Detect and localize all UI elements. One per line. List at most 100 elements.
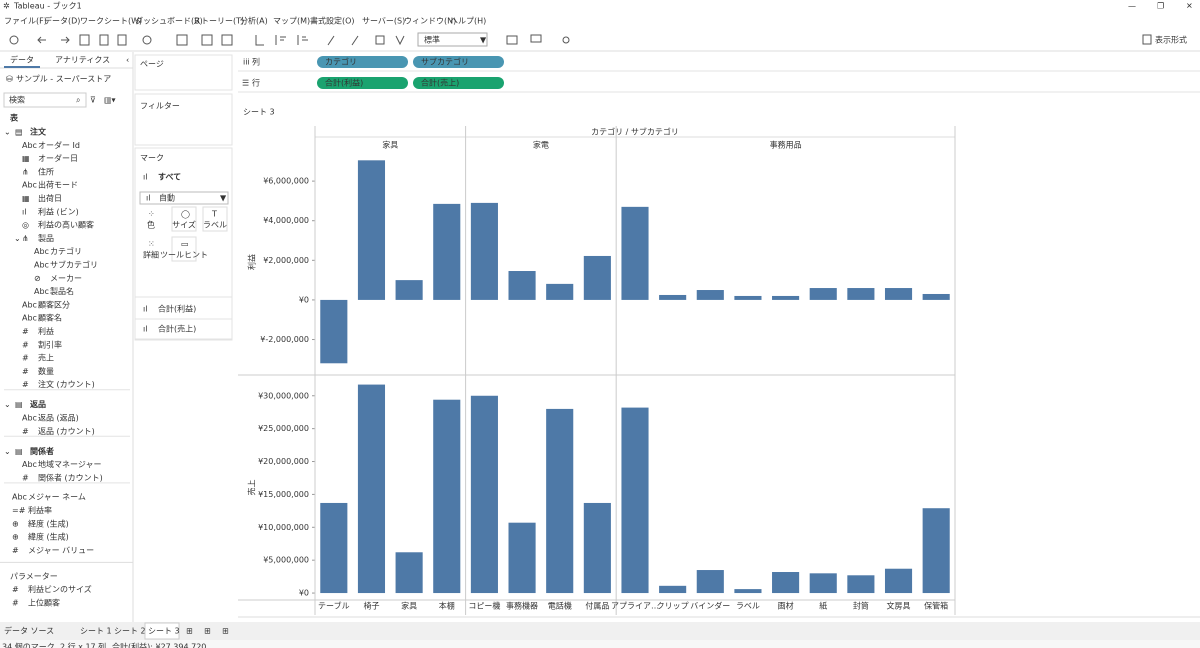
field[interactable]: 住所 <box>38 166 54 176</box>
field[interactable]: 顧客名 <box>38 313 62 323</box>
field[interactable]: 注文 (カウント) <box>38 379 95 389</box>
field[interactable]: 返品 (返品) <box>38 414 79 423</box>
marks-all[interactable]: すべて <box>158 173 181 182</box>
datasource-name[interactable]: サンプル - スーパーストア <box>16 75 111 84</box>
swap-button[interactable] <box>255 35 264 46</box>
search-box[interactable] <box>3 92 87 108</box>
marks-measure[interactable]: 合計(売上) <box>158 324 196 334</box>
restore-button[interactable]: ❐ <box>1157 2 1164 11</box>
field[interactable]: 上位顧客 <box>28 598 60 608</box>
field[interactable]: オーダー日 <box>38 153 78 163</box>
view-icon[interactable]: ▥▾ <box>104 96 116 105</box>
menu-item[interactable]: マップ(M) <box>273 17 310 26</box>
menu-item[interactable]: ワークシート(W) <box>80 17 142 26</box>
menu-item[interactable]: 書式設定(O) <box>310 16 355 26</box>
all-icon: ıl <box>143 173 147 182</box>
field[interactable]: メジャー ネーム <box>28 493 86 502</box>
field[interactable]: 地域マネージャー <box>38 459 101 469</box>
filters-shelf[interactable] <box>134 93 233 146</box>
sheet-tab[interactable]: シート 3 <box>148 627 180 636</box>
field[interactable]: 返品 (カウント) <box>38 427 95 436</box>
dropdown-arrow: ▼ <box>220 194 227 203</box>
field[interactable]: 出荷モード <box>38 180 78 190</box>
share-button[interactable] <box>562 36 570 44</box>
field[interactable]: 割引率 <box>38 339 62 349</box>
duplicate-button[interactable] <box>201 34 213 46</box>
menu-item[interactable]: ヘルプ(H) <box>450 17 486 26</box>
marks-button[interactable] <box>171 236 197 262</box>
field[interactable]: メーカー <box>50 274 82 283</box>
mark-type-select[interactable] <box>139 191 229 205</box>
field[interactable]: 経度 (生成) <box>28 518 69 528</box>
labels-button[interactable] <box>375 35 385 45</box>
field[interactable]: 数量 <box>38 366 54 376</box>
field[interactable]: 出荷日 <box>38 193 62 203</box>
row-pill[interactable] <box>317 77 408 89</box>
marks-button[interactable] <box>139 207 163 231</box>
menu-item[interactable]: ストーリー(T) <box>193 17 244 26</box>
field[interactable]: 利益ビンのサイズ <box>28 584 92 594</box>
field[interactable]: 緯度 (生成) <box>28 532 69 542</box>
show-me-button[interactable]: 表示形式 <box>1155 35 1187 45</box>
group-button[interactable] <box>351 35 359 46</box>
style-select[interactable] <box>417 32 488 47</box>
column-pill[interactable] <box>413 56 504 68</box>
redo-button[interactable] <box>61 36 70 44</box>
fit-button[interactable] <box>506 35 518 45</box>
row-pill[interactable] <box>413 77 504 89</box>
tableau-logo-button[interactable] <box>9 35 19 45</box>
field[interactable]: 利益の高い顧客 <box>38 220 94 230</box>
sort-asc-button[interactable] <box>275 35 286 45</box>
marks-button[interactable] <box>139 237 163 261</box>
new-datasource-button[interactable] <box>99 34 109 46</box>
y-axis-title: 売上 <box>247 480 257 496</box>
sort-desc-button[interactable] <box>297 35 308 45</box>
new-sheet-button[interactable] <box>176 34 188 46</box>
table-name[interactable]: 関係者 <box>30 446 54 456</box>
field[interactable]: 売上 <box>38 353 54 363</box>
field[interactable]: カテゴリ <box>50 246 82 256</box>
menu-item[interactable]: ダッシュボード(B) <box>135 16 203 26</box>
field-icon: Abc <box>34 287 49 296</box>
sheet-tab[interactable]: データ ソース <box>4 626 54 636</box>
highlight-button[interactable] <box>327 35 335 46</box>
menu-item[interactable]: ファイル(F) <box>4 17 47 26</box>
field[interactable]: 利益率 <box>28 505 52 515</box>
minimize-button[interactable]: — <box>1128 2 1136 11</box>
table-name[interactable]: 注文 <box>30 127 47 137</box>
measure-icon: ıl <box>143 325 147 334</box>
field[interactable]: 利益 (ビン) <box>38 206 79 216</box>
marks-measure[interactable]: 合計(利益) <box>158 304 196 314</box>
clear-button[interactable] <box>221 34 233 46</box>
field[interactable]: メジャー バリュー <box>28 546 94 555</box>
marks-button[interactable] <box>171 206 197 232</box>
pause-button[interactable] <box>117 34 127 46</box>
pages-shelf[interactable] <box>134 54 233 91</box>
data-pane-tab[interactable]: アナリティクス <box>55 56 110 65</box>
field[interactable]: 利益 <box>38 326 54 336</box>
menu-item[interactable]: 分析(A) <box>240 16 268 26</box>
menu-item[interactable]: ウィンドウ(N) <box>404 17 456 26</box>
sheet-tab[interactable]: シート 1 <box>80 627 112 636</box>
data-pane-tab[interactable]: データ <box>10 55 34 65</box>
field[interactable]: サブカテゴリ <box>50 260 98 270</box>
field[interactable]: 製品名 <box>50 286 74 296</box>
collapse-pane[interactable]: ‹ <box>126 56 129 65</box>
field[interactable]: 製品 <box>38 233 54 243</box>
table-name[interactable]: 返品 <box>30 399 46 409</box>
filter-icon[interactable]: ⊽ <box>90 96 96 105</box>
presentation-button[interactable] <box>530 34 542 43</box>
field[interactable]: 関係者 (カウント) <box>38 472 103 482</box>
marks-button[interactable] <box>202 206 228 232</box>
menu-item[interactable]: サーバー(S) <box>362 17 405 26</box>
field[interactable]: オーダー Id <box>38 140 80 150</box>
sheet-tab[interactable]: シート 2 <box>114 627 146 636</box>
close-button[interactable]: ✕ <box>1186 2 1193 11</box>
save-button[interactable] <box>79 34 90 46</box>
undo-button[interactable] <box>37 36 46 44</box>
field[interactable]: 顧客区分 <box>38 299 70 309</box>
refresh-button[interactable] <box>142 35 152 45</box>
pin-button[interactable] <box>395 35 405 46</box>
column-pill[interactable] <box>317 56 408 68</box>
menu-item[interactable]: データ(D) <box>44 16 80 26</box>
